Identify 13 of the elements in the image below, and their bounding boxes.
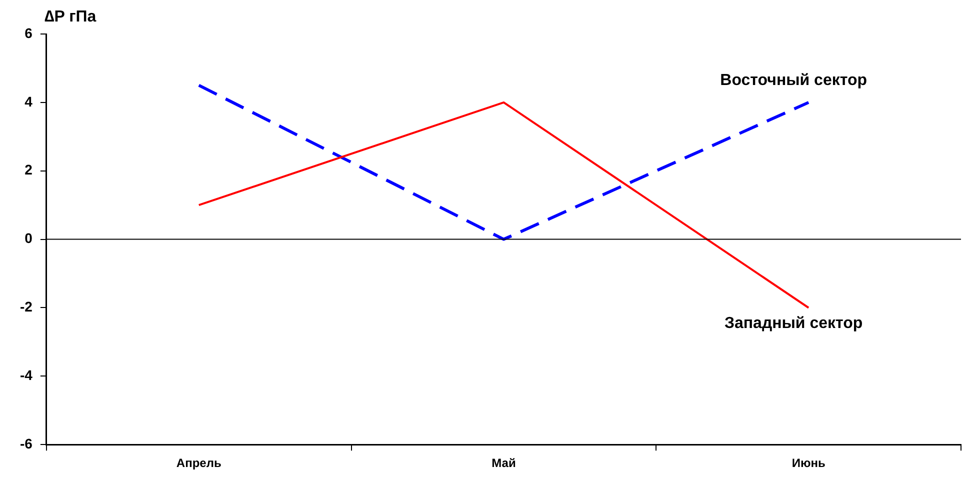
y-tick-label: -4 [20,367,33,384]
x-tick-label: Июнь [792,456,826,470]
y-tick-label: 2 [24,162,33,178]
x-tick-label: Апрель [176,456,222,470]
y-tick-label: -6 [20,435,33,452]
series-label: Западный сектор [724,315,863,332]
y-axis-title: ∆P гПа [44,8,96,26]
x-tick-label: Май [492,456,516,470]
y-tick-label: 6 [24,24,33,41]
y-tick-label: 0 [24,230,33,246]
series-label: Восточный сектор [720,72,868,89]
y-tick-label: -2 [20,298,33,315]
y-tick-label: 4 [24,93,33,110]
